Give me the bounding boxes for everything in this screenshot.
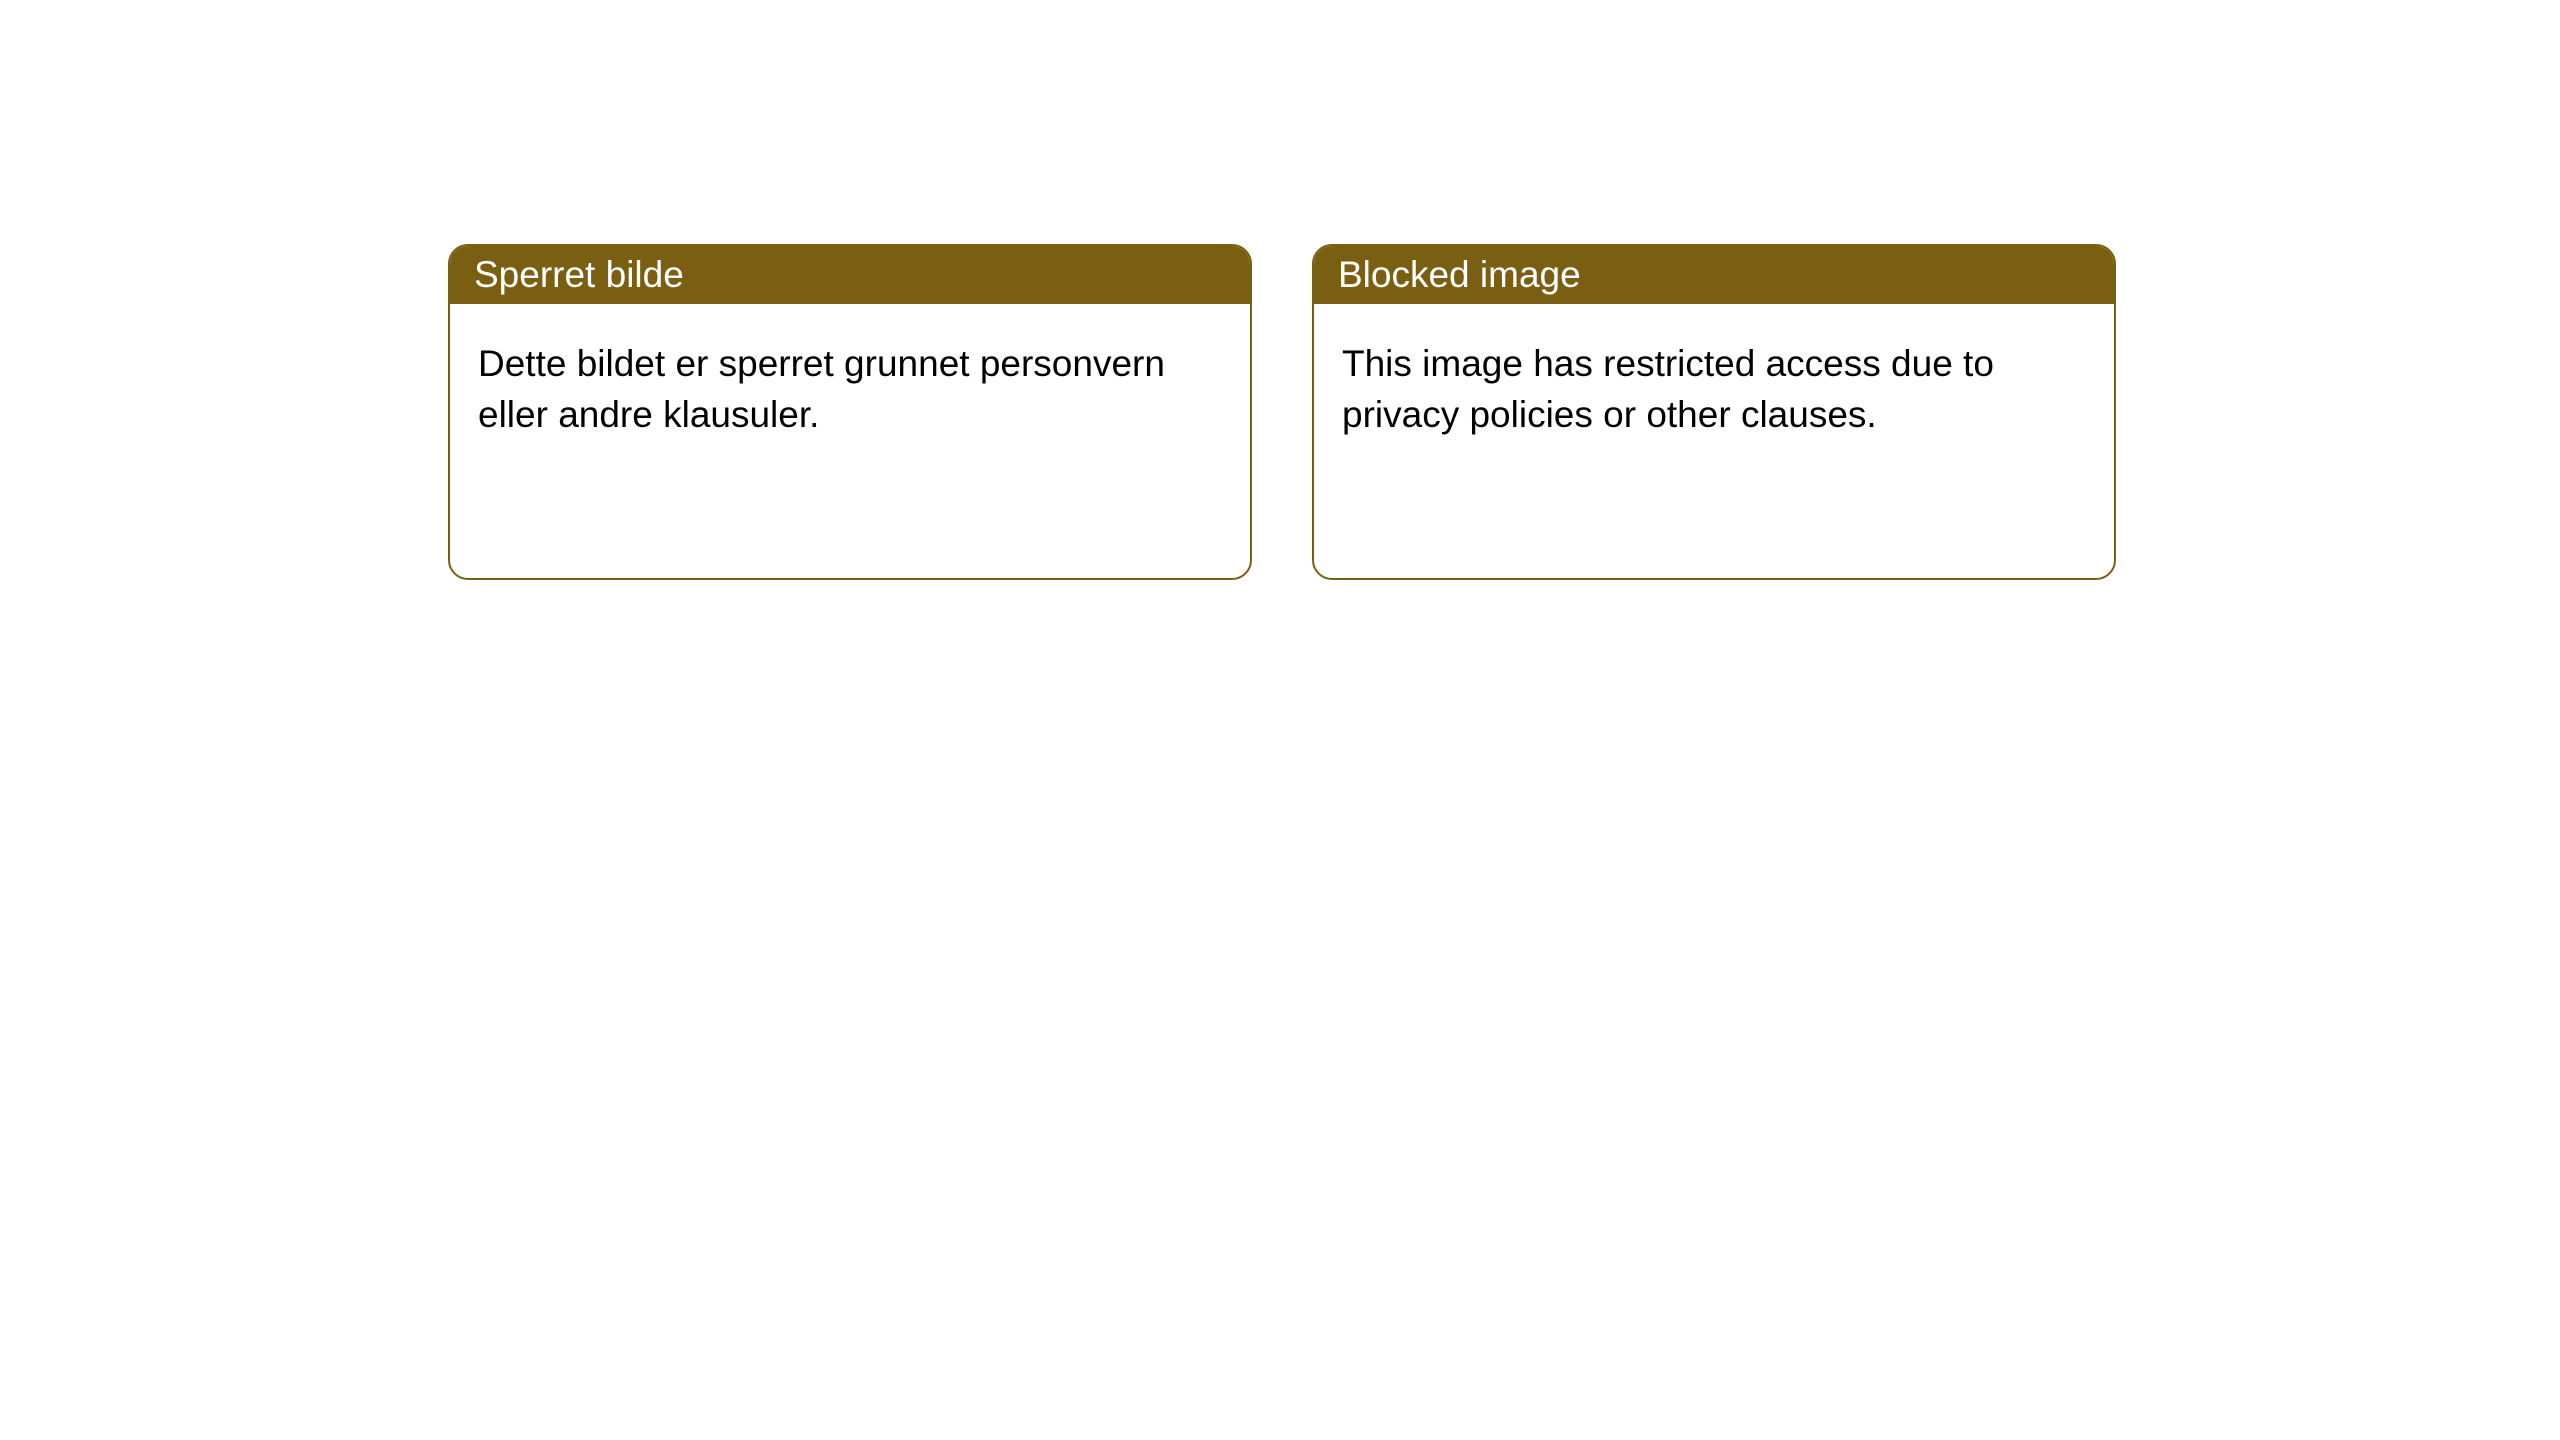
card-body-text: This image has restricted access due to … [1342,343,1994,435]
card-header: Sperret bilde [450,246,1250,304]
card-body: This image has restricted access due to … [1314,304,2114,468]
card-header: Blocked image [1314,246,2114,304]
card-body-text: Dette bildet er sperret grunnet personve… [478,343,1165,435]
card-header-text: Blocked image [1338,254,1581,296]
card-header-text: Sperret bilde [474,254,684,296]
notice-card-norwegian: Sperret bilde Dette bildet er sperret gr… [448,244,1252,580]
notice-container: Sperret bilde Dette bildet er sperret gr… [0,0,2560,580]
notice-card-english: Blocked image This image has restricted … [1312,244,2116,580]
card-body: Dette bildet er sperret grunnet personve… [450,304,1250,468]
